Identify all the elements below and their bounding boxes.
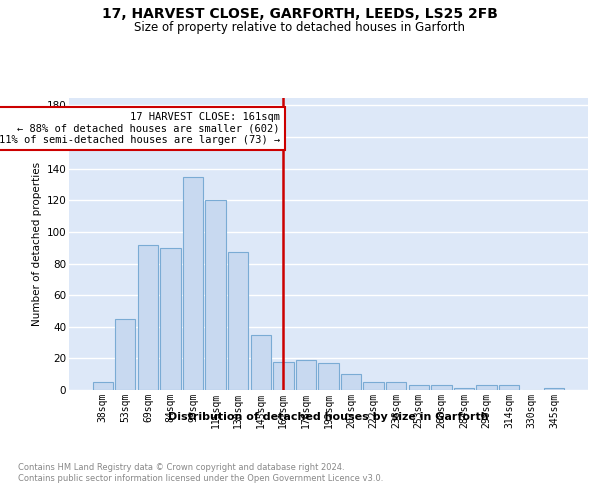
Bar — [499, 386, 519, 390]
Text: Size of property relative to detached houses in Garforth: Size of property relative to detached ho… — [134, 21, 466, 34]
Text: Contains HM Land Registry data © Crown copyright and database right 2024.: Contains HM Land Registry data © Crown c… — [18, 462, 344, 471]
Text: Contains public sector information licensed under the Open Government Licence v3: Contains public sector information licen… — [18, 474, 383, 483]
Bar — [92, 382, 113, 390]
Bar — [544, 388, 565, 390]
Bar — [138, 244, 158, 390]
Bar — [160, 248, 181, 390]
Bar — [364, 382, 384, 390]
Bar — [319, 363, 338, 390]
Bar — [183, 176, 203, 390]
Text: Distribution of detached houses by size in Garforth: Distribution of detached houses by size … — [169, 412, 489, 422]
Bar — [251, 334, 271, 390]
Bar — [476, 386, 497, 390]
Bar — [205, 200, 226, 390]
Bar — [228, 252, 248, 390]
Bar — [341, 374, 361, 390]
Bar — [273, 362, 293, 390]
Bar — [115, 319, 136, 390]
Text: 17 HARVEST CLOSE: 161sqm
← 88% of detached houses are smaller (602)
11% of semi-: 17 HARVEST CLOSE: 161sqm ← 88% of detach… — [0, 112, 280, 145]
Y-axis label: Number of detached properties: Number of detached properties — [32, 162, 43, 326]
Bar — [454, 388, 474, 390]
Bar — [296, 360, 316, 390]
Bar — [431, 386, 452, 390]
Bar — [386, 382, 406, 390]
Text: 17, HARVEST CLOSE, GARFORTH, LEEDS, LS25 2FB: 17, HARVEST CLOSE, GARFORTH, LEEDS, LS25… — [102, 8, 498, 22]
Bar — [409, 386, 429, 390]
